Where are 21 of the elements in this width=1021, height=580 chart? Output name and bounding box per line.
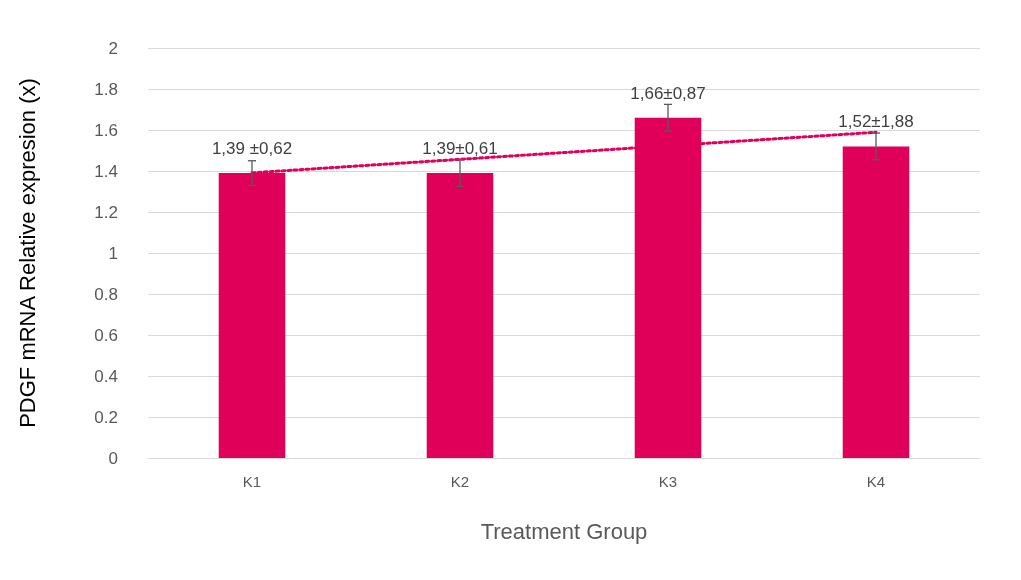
y-tick-label: 0.4 <box>94 366 118 386</box>
y-tick-label: 0.6 <box>94 325 118 345</box>
y-tick-label: 1.2 <box>94 202 118 222</box>
x-tick-label: K1 <box>242 473 262 490</box>
y-tick-label: 1.8 <box>94 79 118 99</box>
y-axis-title: PDGF mRNA Relative expresion (x) <box>14 78 40 428</box>
x-tick-label: K4 <box>866 473 886 490</box>
y-tick-label: 0.2 <box>94 407 118 427</box>
x-axis-title: Treatment Group <box>480 518 648 544</box>
y-tick-label: 1.6 <box>94 120 118 140</box>
x-tick-label: K3 <box>658 473 678 490</box>
data-label: 1,39±0,61 <box>422 139 498 159</box>
y-tick-label: 0 <box>108 448 118 468</box>
y-tick-label: 2 <box>108 38 118 58</box>
x-tick-label: K2 <box>450 473 470 490</box>
y-tick-label: 1 <box>108 243 118 263</box>
y-tick-label: 0.8 <box>94 284 118 304</box>
data-label: 1,66±0,87 <box>630 83 706 103</box>
y-tick-label: 1.4 <box>94 161 118 181</box>
data-label: 1,39 ±0,62 <box>211 139 293 159</box>
data-label: 1,52±1,88 <box>838 112 914 132</box>
